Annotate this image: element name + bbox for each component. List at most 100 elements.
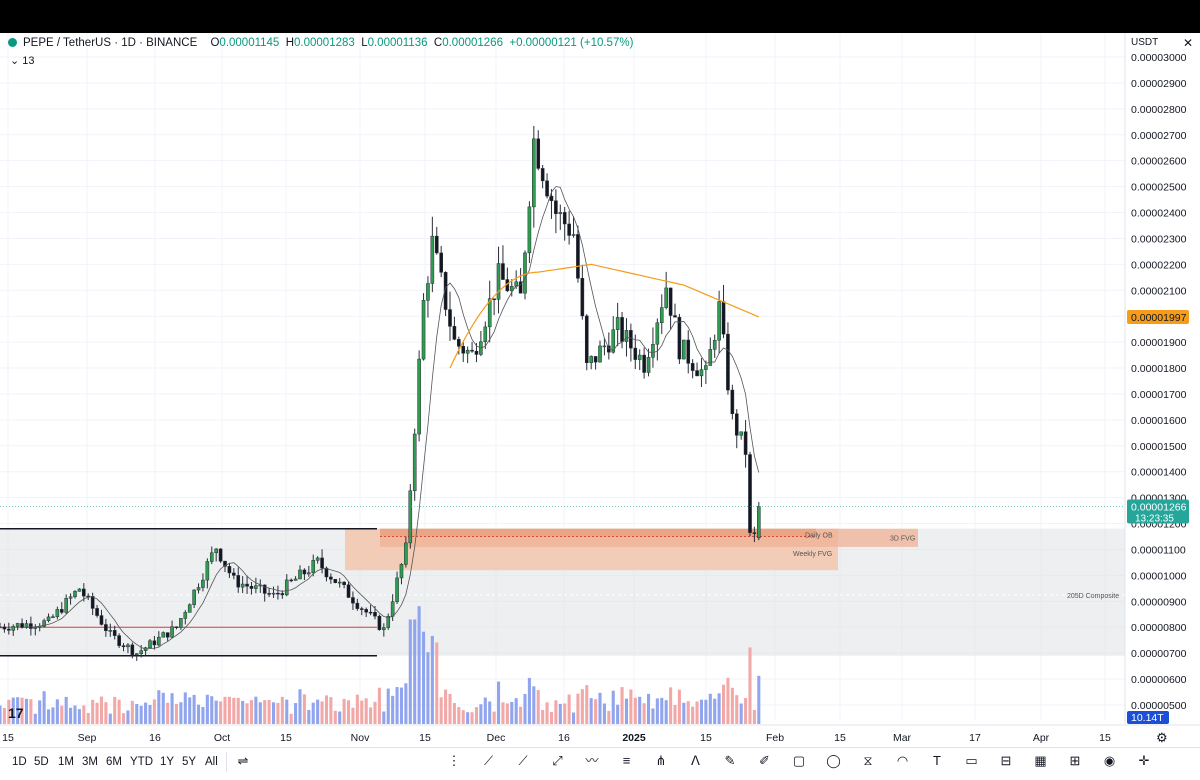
date-range-icon[interactable]: ⇌ (237, 753, 249, 768)
pattern-icon[interactable]: ᐱ (691, 753, 700, 768)
candle-body (0, 626, 2, 629)
volume-bar (289, 713, 293, 724)
range-button-5y[interactable]: 5Y (182, 756, 197, 768)
candle-body (651, 343, 655, 358)
volume-bar (439, 697, 443, 724)
gear-icon[interactable]: ⚙ (1156, 730, 1168, 745)
measure-icon[interactable]: ⊞ (1069, 753, 1081, 768)
polyline-icon[interactable]: ⧖ (863, 753, 873, 768)
volume-bar (364, 698, 368, 724)
volume-bar (598, 692, 602, 724)
volume-bar (320, 701, 324, 724)
highlighter-icon[interactable]: ✐ (759, 753, 770, 768)
candle-body (373, 612, 377, 617)
volume-bar (174, 703, 179, 724)
volume-bar (232, 697, 236, 724)
volume-bar (571, 712, 576, 724)
candle-body (439, 252, 443, 273)
range-button-6m[interactable]: 6M (106, 756, 122, 768)
scale-settings-icon[interactable]: ✕ (1183, 36, 1194, 50)
range-button-all[interactable]: All (205, 756, 218, 768)
range-button-1y[interactable]: 1Y (160, 756, 175, 768)
volume-bar (33, 713, 37, 724)
text-icon[interactable]: T (933, 753, 941, 768)
volume-bar (263, 700, 267, 724)
candle-body (276, 592, 280, 595)
crosshair-icon[interactable]: ✛ (1138, 753, 1150, 768)
candle-body (346, 584, 351, 598)
candle-body (386, 615, 391, 628)
volume-bar (0, 705, 2, 724)
volume-bar (435, 642, 439, 724)
candle-body (134, 653, 139, 655)
candle-body (152, 640, 157, 646)
ray-icon[interactable]: ⟋ (518, 753, 528, 768)
volume-bar (95, 702, 99, 724)
trend-line-icon[interactable]: ⟋ (483, 753, 494, 768)
candle-body (408, 490, 413, 544)
price-label-icon[interactable]: ⊟ (1000, 753, 1012, 768)
volume-bar (338, 711, 342, 724)
candle-body (646, 357, 651, 373)
volume-bar (735, 695, 739, 724)
volume-bar (117, 699, 121, 724)
volume-bar (541, 709, 545, 724)
candle-body (721, 301, 726, 335)
range-button-5d[interactable]: 5D (34, 756, 49, 768)
volume-bar (669, 687, 673, 724)
extended-line-icon[interactable]: ⤢ (552, 753, 563, 768)
moving-averages (26, 186, 760, 650)
candle-body (399, 564, 404, 579)
range-button-ytd[interactable]: YTD (130, 756, 153, 768)
tradingview-logo: 17 (8, 705, 24, 721)
chart-area[interactable]: Daily OB Weekly FVG 3D FVG 205D Composite 0.… (0, 33, 1200, 747)
rectangle-icon[interactable]: ▢ (792, 753, 806, 768)
currency-label[interactable]: USDT (1131, 37, 1159, 48)
price-axis: 0.00003000 0.00002900 0.00002800 0.00002700… (0, 33, 1189, 724)
circle-icon[interactable]: ◯ (826, 753, 841, 768)
candle-body (55, 609, 60, 617)
price-tick-label: 0.00002200 (1131, 259, 1187, 271)
volume-bar (532, 686, 536, 724)
range-button-1m[interactable]: 1M (58, 756, 74, 768)
countdown-label: 13:23:35 (1135, 513, 1174, 524)
volume-bar (677, 689, 681, 724)
candle-body (218, 548, 223, 562)
calendar-icon[interactable]: ▦ (1034, 753, 1047, 768)
range-button-3m[interactable]: 3M (82, 756, 98, 768)
candle-body (523, 252, 527, 294)
candle-body (430, 235, 435, 284)
price-tick-label: 0.00001400 (1131, 467, 1187, 479)
indicators-toggle[interactable]: ⌄ 13 (10, 54, 35, 67)
volume-bar (496, 681, 501, 724)
arc-icon[interactable]: ◠ (896, 753, 909, 768)
path-icon[interactable]: 〰 (585, 753, 599, 768)
pitchfork-icon[interactable]: ⋔ (655, 753, 667, 768)
volume-bar (245, 703, 249, 724)
candle-body (223, 560, 227, 567)
volume-bar (607, 710, 611, 724)
candle-body (227, 566, 232, 574)
range-button-1d[interactable]: 1D (12, 756, 27, 768)
candle-body (139, 650, 143, 654)
candle-body (104, 624, 108, 631)
volume-bar (7, 699, 11, 724)
candle-body (404, 542, 408, 565)
note-icon[interactable]: ▭ (965, 753, 978, 768)
parallel-channel-icon[interactable]: ≡ (622, 753, 631, 768)
volume-bar (708, 693, 712, 724)
symbol-title[interactable]: PEPE / TetherUS · 1D · BINANCE (23, 37, 198, 49)
price-tick-label: 0.00001600 (1131, 415, 1187, 427)
candle-body (602, 345, 607, 348)
eye-icon[interactable]: ◉ (1103, 753, 1116, 768)
volume-bar (686, 701, 690, 724)
candle-body (695, 370, 699, 377)
dots-icon[interactable]: ⋮ (447, 753, 461, 768)
volume-bar (166, 702, 170, 724)
time-tick-label: 15 (419, 732, 431, 744)
price-tick-label: 0.00000600 (1131, 674, 1187, 686)
candle-body (532, 138, 536, 208)
brush-icon[interactable]: ✎ (724, 753, 736, 768)
volume-bar (86, 712, 90, 724)
